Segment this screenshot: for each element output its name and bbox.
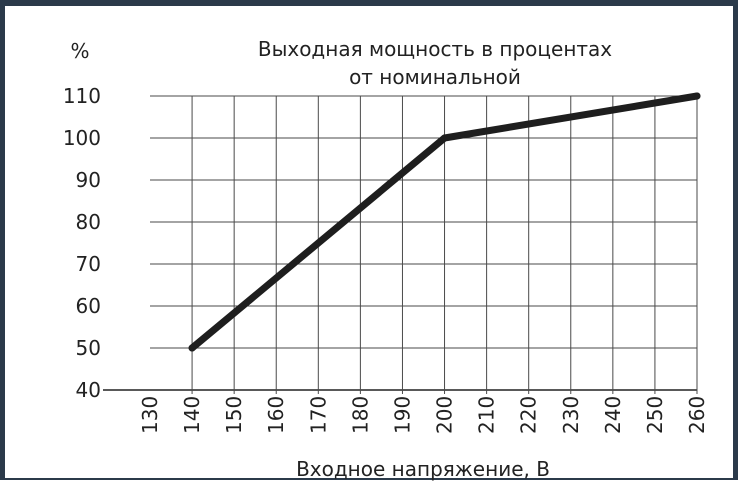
y-tick-label: 40 [76,378,101,402]
x-axis-ticks: 130 140 150 160 170 180 190 200 210 220 230 240 250 2… [138,396,709,434]
x-tick-label: 140 [180,396,204,434]
x-tick-label: 130 [138,396,162,434]
x-tick-label: 250 [643,396,667,434]
data-point [693,92,701,100]
y-tick-label: 70 [76,252,101,276]
x-axis-label: Входное напряжение, В [296,457,550,481]
chart-title-line1: Выходная мощность в процентах [258,37,612,61]
y-tick-label: 100 [63,126,101,150]
x-tick-label: 190 [390,396,414,434]
chart-canvas: % Выходная мощность в процентах от номин… [63,37,709,481]
series-group [188,92,701,352]
x-tick-label: 180 [348,396,372,434]
x-tick-label: 150 [222,396,246,434]
y-axis-ticks: 40 50 60 70 80 90 100 110 [63,84,101,402]
y-tick-label: 90 [76,168,101,192]
data-point [441,134,449,142]
x-tick-label: 170 [306,396,330,434]
y-tick-label: 80 [76,210,101,234]
x-tick-label: 200 [433,396,457,434]
chart-title-line2: от номинальной [349,65,521,89]
x-tick-label: 160 [264,396,288,434]
y-unit-label: % [70,39,89,63]
y-tick-label: 60 [76,294,101,318]
x-tick-label: 230 [559,396,583,434]
data-point [188,344,196,352]
x-tick-label: 210 [475,396,499,434]
y-tick-label: 110 [63,84,101,108]
x-tick-label: 240 [601,396,625,434]
x-tick-label: 220 [517,396,541,434]
grid [103,95,698,394]
x-tick-label: 260 [685,396,709,434]
y-tick-label: 50 [76,336,101,360]
